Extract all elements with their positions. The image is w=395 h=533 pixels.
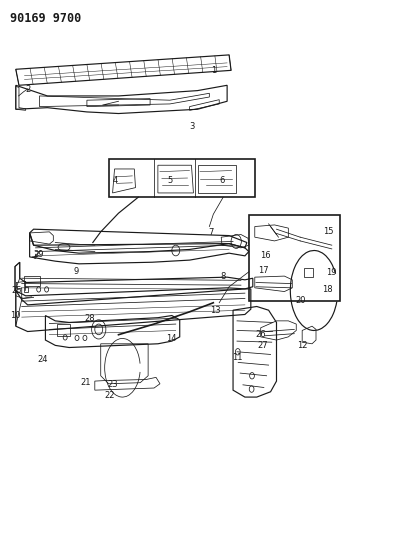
Bar bbox=[109, 159, 255, 197]
Text: 20: 20 bbox=[295, 296, 305, 304]
Bar bbox=[304, 268, 313, 277]
Bar bbox=[57, 324, 70, 336]
Text: 10: 10 bbox=[11, 311, 21, 320]
Text: 13: 13 bbox=[210, 306, 220, 314]
Text: 26: 26 bbox=[256, 330, 266, 338]
Text: 7: 7 bbox=[209, 229, 214, 237]
Text: 2: 2 bbox=[25, 85, 30, 93]
Text: 16: 16 bbox=[260, 252, 271, 260]
Bar bbox=[24, 287, 28, 292]
Text: 15: 15 bbox=[323, 228, 333, 236]
Text: 21: 21 bbox=[81, 378, 91, 387]
Text: 9: 9 bbox=[73, 268, 79, 276]
Text: 19: 19 bbox=[327, 269, 337, 277]
Text: 5: 5 bbox=[167, 176, 173, 184]
Text: 1: 1 bbox=[211, 66, 216, 75]
Text: 24: 24 bbox=[38, 356, 48, 364]
Text: 6: 6 bbox=[220, 176, 225, 184]
Text: 8: 8 bbox=[220, 272, 226, 281]
Text: 90169 9700: 90169 9700 bbox=[10, 12, 81, 25]
Text: 23: 23 bbox=[107, 381, 118, 389]
Bar bbox=[24, 276, 40, 286]
Text: 29: 29 bbox=[33, 250, 43, 259]
Text: 28: 28 bbox=[85, 314, 95, 322]
Text: 17: 17 bbox=[259, 266, 269, 275]
Text: 14: 14 bbox=[167, 334, 177, 343]
Text: 12: 12 bbox=[297, 341, 307, 350]
Text: 27: 27 bbox=[258, 341, 268, 350]
Text: 11: 11 bbox=[232, 353, 242, 361]
Text: 4: 4 bbox=[113, 176, 118, 184]
Bar bbox=[249, 215, 340, 301]
Text: 25: 25 bbox=[11, 286, 22, 295]
Text: 18: 18 bbox=[323, 286, 333, 294]
Text: 22: 22 bbox=[105, 391, 115, 400]
Text: 3: 3 bbox=[189, 123, 194, 131]
